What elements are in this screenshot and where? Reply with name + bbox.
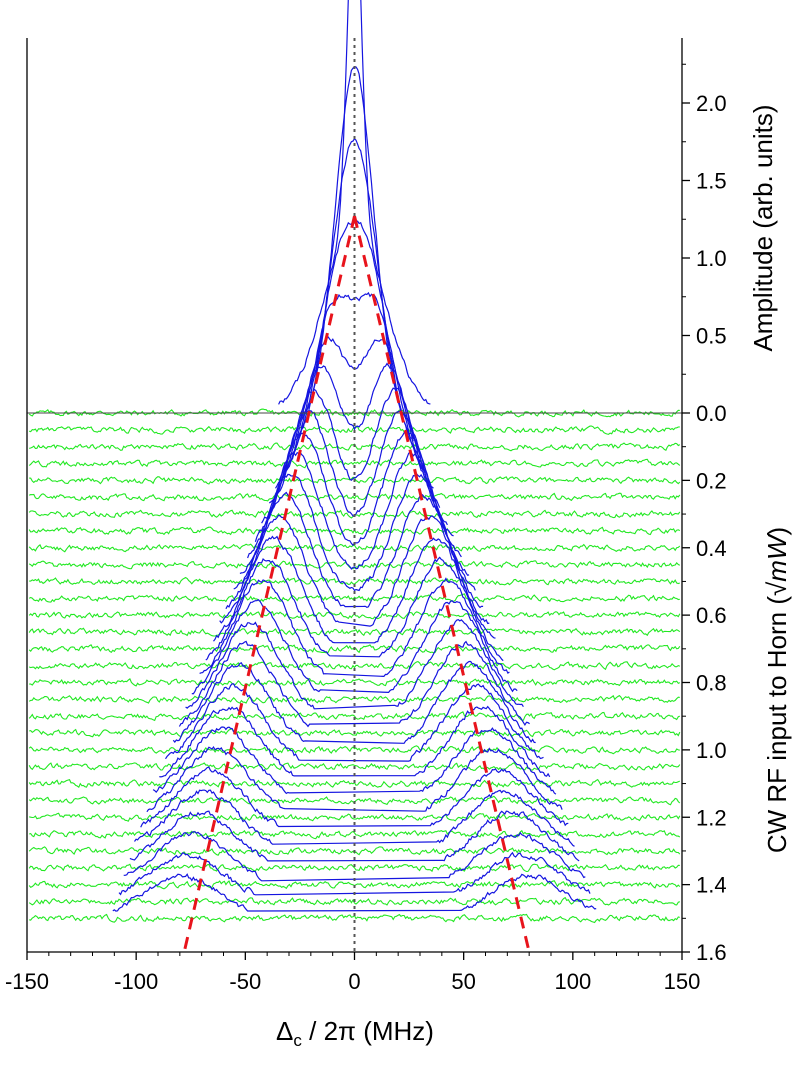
x-tick-label-6: 150 — [664, 969, 701, 994]
baseline-trace-9 — [28, 560, 681, 570]
signal-trace-30 — [112, 873, 597, 912]
rf-axis-title-suffix: ) — [762, 527, 792, 536]
x-tick-label-5: 100 — [554, 969, 591, 994]
x-tick-label-4: 50 — [451, 969, 475, 994]
signal-trace-11 — [233, 472, 476, 592]
amp-tick-label-0: 0.5 — [696, 324, 727, 349]
fit-line-right — [353, 215, 531, 953]
baseline-trace-24 — [29, 812, 681, 822]
x-axis-title-rest: / 2π (MHz) — [302, 1016, 434, 1046]
signal-trace-19 — [178, 640, 530, 728]
amp-tick-label-3: 2.0 — [696, 91, 727, 116]
baseline-trace-15 — [28, 660, 681, 671]
baseline-trace-19 — [29, 728, 681, 738]
baseline-trace-25 — [29, 829, 681, 840]
baseline-trace-29 — [28, 896, 680, 906]
baseline-trace-18 — [28, 711, 680, 722]
x-tick-label-3: 0 — [348, 969, 360, 994]
signal-trace-23 — [152, 726, 557, 795]
y-tick-group: 0.5 1.0 1.5 2.0 0.0 0.2 0.4 0.6 0.8 1.0 1.2 1.4 1.6 — [682, 63, 727, 965]
baseline-trace-21 — [28, 762, 681, 771]
rf-tick-label-8: 1.6 — [696, 940, 727, 965]
rf-input-axis-title: CW RF input to Horn (√mW) — [762, 527, 792, 853]
x-tick-label-2: -50 — [229, 969, 261, 994]
baseline-trace-1 — [29, 425, 680, 435]
baseline-trace-16 — [29, 677, 681, 687]
signal-trace-18 — [185, 619, 524, 710]
signal-trace-6 — [268, 362, 441, 508]
rf-axis-title-math: √mW — [762, 533, 792, 596]
baseline-trace-20 — [28, 745, 680, 755]
rf-tick-label-1: 0.2 — [696, 468, 727, 493]
amp-tick-label-1: 1.0 — [696, 246, 727, 271]
rf-tick-label-0: 0.0 — [696, 401, 727, 426]
rf-tick-label-4: 0.8 — [696, 671, 727, 696]
x-axis-title-main: Δ — [276, 1016, 293, 1046]
x-axis-title-subscript: c — [293, 1031, 302, 1050]
fit-line-group — [27, 38, 682, 953]
amp-tick-label-2: 1.5 — [696, 169, 727, 194]
baseline-trace-27 — [28, 863, 680, 873]
baseline-trace-13 — [28, 627, 681, 637]
fit-line-left — [182, 215, 356, 953]
rf-axis-title-prefix: CW RF input to Horn ( — [762, 596, 792, 854]
rf-tick-label-6: 1.2 — [696, 805, 727, 830]
baseline-trace-8 — [28, 543, 681, 553]
x-tick-group: -150 -100 -50 0 50 100 150 — [5, 952, 700, 994]
x-axis-title: Δc / 2π (MHz) — [276, 1016, 434, 1050]
signal-trace-20 — [172, 660, 536, 744]
rf-tick-label-5: 1.0 — [696, 738, 727, 763]
signal-trace-7 — [261, 387, 448, 526]
x-tick-label-1: -100 — [114, 969, 158, 994]
signal-trace-27 — [129, 810, 580, 862]
baseline-trace-5 — [28, 492, 681, 502]
baseline-trace-11 — [28, 593, 680, 603]
signal-trace-25 — [140, 766, 569, 828]
amplitude-axis-title: Amplitude (arb. units) — [748, 104, 778, 351]
baseline-trace-3 — [28, 458, 681, 469]
x-tick-label-0: -150 — [5, 969, 49, 994]
baseline-trace-0 — [28, 408, 680, 418]
signal-trace-0 — [278, 0, 431, 405]
signal-trace-13 — [219, 514, 490, 627]
rf-tick-label-2: 0.4 — [696, 536, 727, 561]
rf-tick-label-3: 0.6 — [696, 603, 727, 628]
rf-tick-label-7: 1.4 — [696, 873, 727, 898]
